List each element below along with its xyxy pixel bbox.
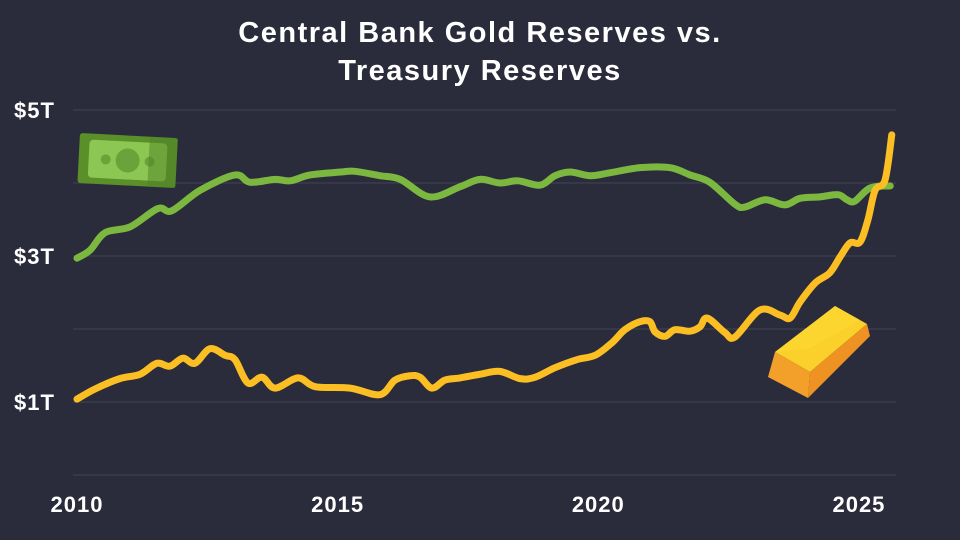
treasury-reserves-line (73, 163, 894, 262)
money-bill-icon (77, 133, 178, 189)
x-tick-label: 2020 (572, 492, 625, 517)
y-tick-label: $1T (14, 390, 55, 415)
x-tick-label: 2025 (832, 492, 885, 517)
x-axis-ticks: 2010 2015 2020 2025 (51, 492, 885, 517)
gold-bar-icon (768, 306, 870, 398)
y-axis-ticks: $5T $3T $1T (14, 98, 55, 415)
chart-title-line2: Treasury Reserves (338, 55, 622, 87)
y-tick-label: $3T (14, 244, 55, 269)
x-tick-label: 2010 (51, 492, 104, 517)
series-lines (73, 131, 896, 403)
gold-reserves-line (73, 131, 896, 403)
y-tick-label: $5T (14, 98, 55, 123)
x-tick-label: 2015 (311, 492, 364, 517)
chart-title-line1: Central Bank Gold Reserves vs. (238, 17, 722, 49)
gridlines (73, 109, 896, 476)
chart-title: Central Bank Gold Reserves vs. Treasury … (0, 14, 960, 90)
